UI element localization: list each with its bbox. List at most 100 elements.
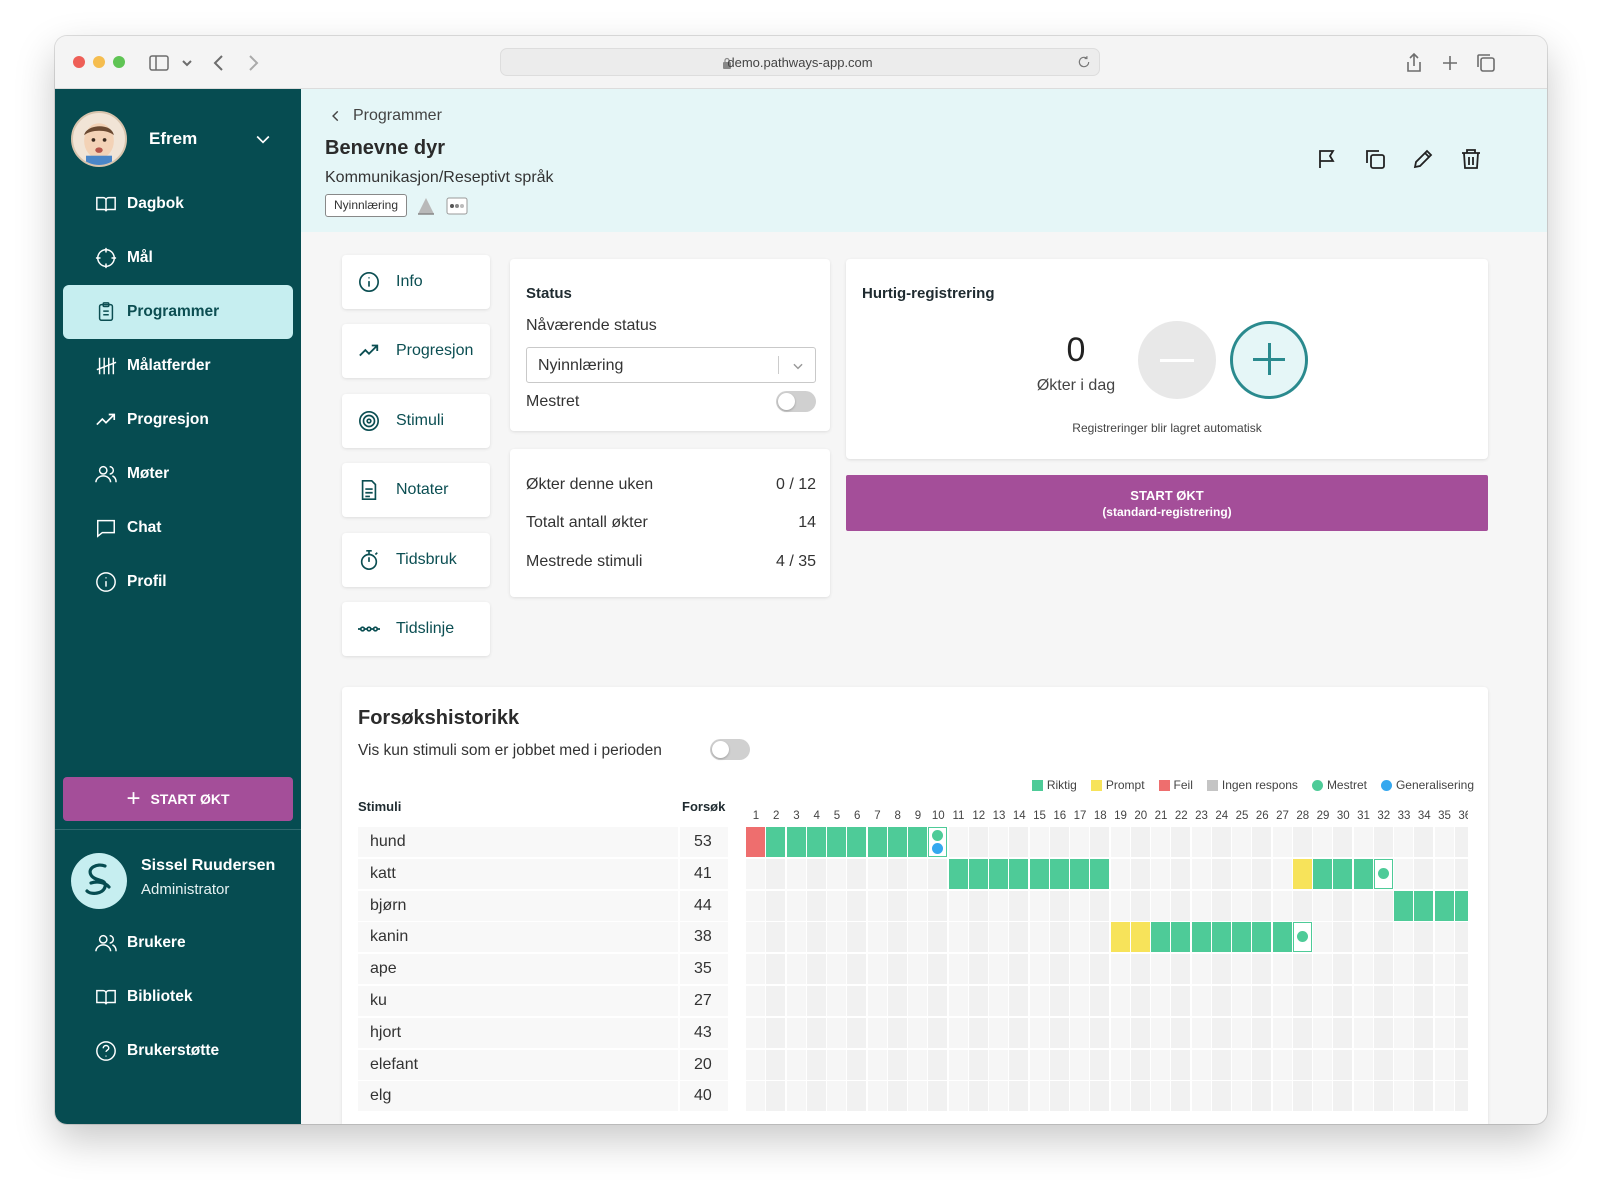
history-cell-result [1151,922,1170,953]
stimulus-name: katt [358,858,678,889]
table-row[interactable]: ku 27 [358,986,728,1016]
sidebar-item-malatferder[interactable]: Målatferder [63,339,293,393]
tab-label: Tidsbruk [396,551,457,568]
stimulus-trial-count: 43 [680,1017,728,1048]
zoom-window-button[interactable] [113,56,125,68]
sidebar-item-label: Profil [127,573,167,590]
tab-info[interactable]: Info [342,255,490,309]
table-row[interactable]: katt 41 [358,858,728,889]
history-cell-empty [1272,858,1292,889]
session-column-number: 27 [1276,810,1289,822]
sidebar-item-dagbok[interactable]: Dagbok [63,177,293,231]
tally-icon [95,355,117,377]
copy-icon[interactable] [1363,147,1387,171]
sidebar-item-chat[interactable]: Chat [63,501,293,555]
browser-window: demo.pathways-app.com Efrem Da [55,36,1547,1124]
sidebar-item-brukere[interactable]: Brukere [63,916,293,970]
session-column-number: 20 [1134,810,1148,822]
legend-item: Prompt [1090,778,1145,792]
new-tab-icon[interactable] [1438,51,1462,75]
chevron-down-icon[interactable] [175,51,192,75]
history-cell-empty [746,954,765,985]
sidebar-item-moter[interactable]: Møter [63,447,293,501]
history-cell-empty [1313,986,1332,1016]
mastered-toggle[interactable] [776,391,816,412]
flag-icon[interactable] [1315,147,1339,171]
table-row[interactable]: hund 53 [358,827,728,857]
increment-button[interactable] [1230,321,1308,399]
stat-label: Økter denne uken [526,476,654,493]
table-row[interactable]: elefant 20 [358,1049,728,1080]
start-session-button[interactable]: + START ØKT [63,777,293,821]
history-cell-empty [786,1017,806,1048]
history-cell-result [1009,858,1029,889]
avatar[interactable] [71,111,127,167]
tab-progresjon[interactable]: Progresjon [342,324,490,378]
close-window-button[interactable] [73,56,85,68]
tab-tidslinje[interactable]: Tidslinje [342,602,490,656]
table-row[interactable]: hjort 43 [358,1017,728,1048]
trash-icon[interactable] [1459,147,1483,171]
table-row[interactable]: ape 35 [358,954,728,985]
sidebar-item-profil[interactable]: Profil [63,555,293,609]
tabs-overview-icon[interactable] [1474,51,1498,75]
share-icon[interactable] [1402,51,1426,75]
stimulus-name: elg [358,1081,678,1112]
sidebar-item-progresjon[interactable]: Progresjon [63,393,293,447]
table-row[interactable]: bjørn 44 [358,890,728,921]
history-cell-empty [1232,827,1251,857]
sidebar-item-mal[interactable]: Mål [63,231,293,285]
edit-icon[interactable] [1411,147,1435,171]
reload-icon[interactable] [1077,55,1091,69]
history-cell-empty [786,954,806,985]
tab-stimuli[interactable]: Stimuli [342,394,490,448]
profile-name[interactable]: Efrem [149,129,198,148]
history-cell-empty [989,954,1008,985]
history-cell-empty [1029,827,1049,857]
browser-toolbar: demo.pathways-app.com [55,36,1547,89]
history-cell-empty [1252,1081,1272,1112]
address-bar[interactable]: demo.pathways-app.com [500,48,1100,76]
sidebar-item-brukerstotte[interactable]: Brukerstøtte [63,1024,293,1078]
sidebar-item-bibliotek[interactable]: Bibliotek [63,970,293,1024]
history-filter-toggle[interactable] [710,739,750,760]
tab-notater[interactable]: Notater [342,463,490,517]
forward-icon[interactable] [241,51,265,75]
sidebar-toggle-icon[interactable] [147,51,171,75]
history-cell-empty [786,1081,806,1112]
table-row[interactable]: kanin 38 [358,922,728,953]
history-cell-empty [1171,1017,1191,1048]
chevron-down-icon[interactable] [253,129,273,149]
tab-tidsbruk[interactable]: Tidsbruk [342,533,490,587]
history-cell-empty [1151,954,1170,985]
history-cell-empty [948,1049,968,1080]
session-column-number: 8 [894,810,901,822]
session-column-number: 16 [1053,810,1067,822]
history-cell-empty [948,954,968,985]
history-cell-empty [908,1049,927,1080]
document-icon [358,479,380,501]
start-session-standard-button[interactable]: START ØKT (standard-registrering) [846,475,1488,531]
admin-name: Sissel Ruudersen [141,857,276,874]
stimuli-column-header: Stimuli [358,799,402,814]
history-cell-empty [827,986,846,1016]
breadcrumb[interactable]: Programmer [329,107,442,125]
sidebar-item-programmer[interactable]: Programmer [63,285,293,339]
history-cell-empty [1191,827,1211,857]
table-row[interactable]: elg 40 [358,1081,728,1112]
history-cell-empty [1049,1081,1069,1112]
minimize-window-button[interactable] [93,56,105,68]
history-cell-result [989,858,1008,889]
history-cell-empty [827,1049,846,1080]
history-cell-empty [1090,922,1110,953]
status-select[interactable]: Nyinnlæring [526,347,816,383]
history-cell-empty [867,890,887,921]
page-subtitle: Kommunikasjon/Reseptivt språk [325,169,554,186]
session-column-number: 18 [1093,810,1107,822]
decrement-button[interactable] [1138,321,1216,399]
history-cell-result [766,827,786,857]
back-icon[interactable] [207,51,231,75]
current-status-label: Nåværende status [526,317,657,334]
history-cell-empty [1434,986,1454,1016]
sidebar-item-label: Progresjon [127,411,209,428]
